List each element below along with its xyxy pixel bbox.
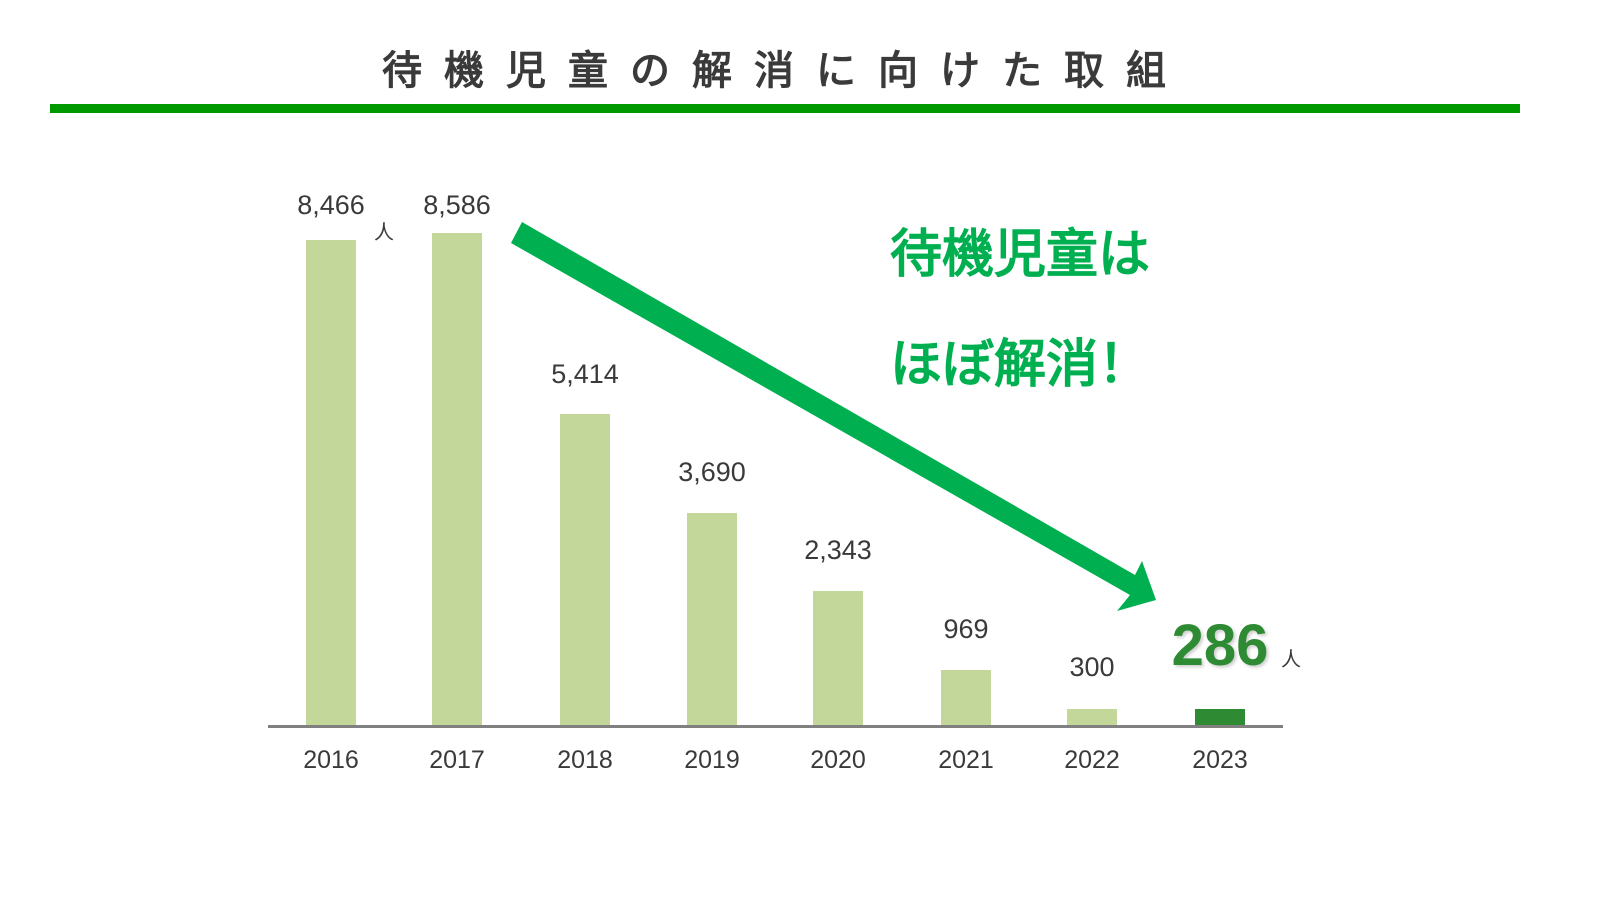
category-label-2023: 2023 <box>1192 746 1248 774</box>
value-label-2022: 300 <box>1069 652 1115 682</box>
bar-2018 <box>560 414 610 726</box>
category-label-2022: 2022 <box>1064 746 1120 774</box>
bar-2021 <box>941 670 991 726</box>
bar-2016 <box>306 240 356 726</box>
bar-2023 <box>1195 709 1245 726</box>
value-label-2019: 3,690 <box>678 457 746 487</box>
category-label-2020: 2020 <box>810 746 866 774</box>
unit-label-last: 人 <box>1281 647 1301 671</box>
bar-2017 <box>432 233 482 726</box>
bar-2022 <box>1067 709 1117 726</box>
value-label-2020: 2,343 <box>804 535 872 565</box>
callout-line-1: 待機児童は <box>889 225 1150 285</box>
value-label-2023: 286 <box>1171 613 1269 678</box>
category-label-2019: 2019 <box>684 746 740 774</box>
title-underline <box>50 104 1520 113</box>
value-label-2017: 8,586 <box>423 190 491 220</box>
category-label-2017: 2017 <box>429 746 485 774</box>
bar-2019 <box>687 513 737 726</box>
page-title: 待機児童の解消に向けた取組 <box>382 48 1188 94</box>
x-axis-line <box>268 725 1283 728</box>
category-label-2018: 2018 <box>557 746 613 774</box>
value-label-2016: 8,466 <box>297 190 365 220</box>
callout-line-2: ほぼ解消！ <box>889 335 1150 395</box>
unit-label-first: 人 <box>374 220 394 244</box>
category-label-2016: 2016 <box>303 746 359 774</box>
value-label-2018: 5,414 <box>551 359 619 389</box>
bar-2020 <box>813 591 863 726</box>
value-label-2021: 969 <box>943 614 989 644</box>
category-label-2021: 2021 <box>938 746 994 774</box>
